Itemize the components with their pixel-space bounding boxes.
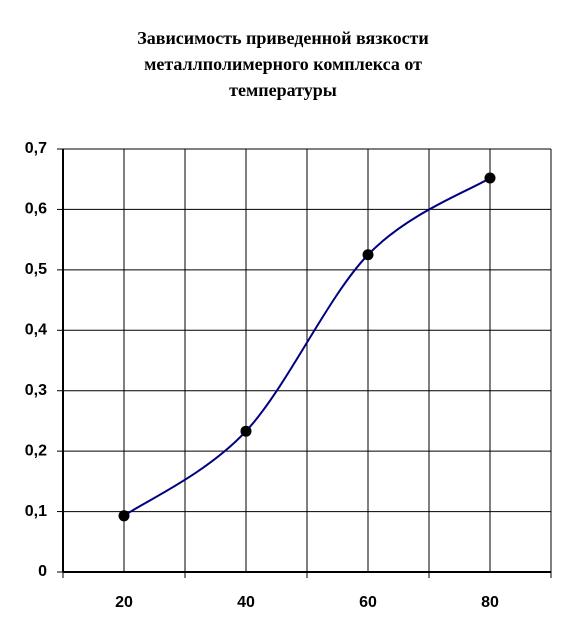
data-point <box>240 425 252 437</box>
y-tick-label: 0,1 <box>25 503 47 520</box>
y-tick-label: 0,6 <box>25 201 47 218</box>
data-line <box>123 177 491 517</box>
y-tick-label: 0,3 <box>25 382 47 399</box>
x-tick-label: 40 <box>237 594 255 611</box>
y-tick-label: 0,5 <box>25 261 47 278</box>
x-tick-label: 80 <box>481 594 499 611</box>
data-point <box>484 172 496 184</box>
y-tick-label: 0 <box>38 563 47 580</box>
y-tick-label: 0,7 <box>25 140 47 157</box>
chart-title: металлполимерного комплекса от <box>144 54 422 74</box>
data-point <box>362 249 374 261</box>
x-tick-label: 20 <box>115 594 133 611</box>
y-tick-label: 0,4 <box>25 322 47 339</box>
chart-title: температуры <box>229 80 337 100</box>
data-point <box>118 510 130 522</box>
x-tick-label: 60 <box>359 594 377 611</box>
chart-title: Зависимость приведенной вязкости <box>137 28 429 48</box>
y-tick-label: 0,2 <box>25 442 47 459</box>
